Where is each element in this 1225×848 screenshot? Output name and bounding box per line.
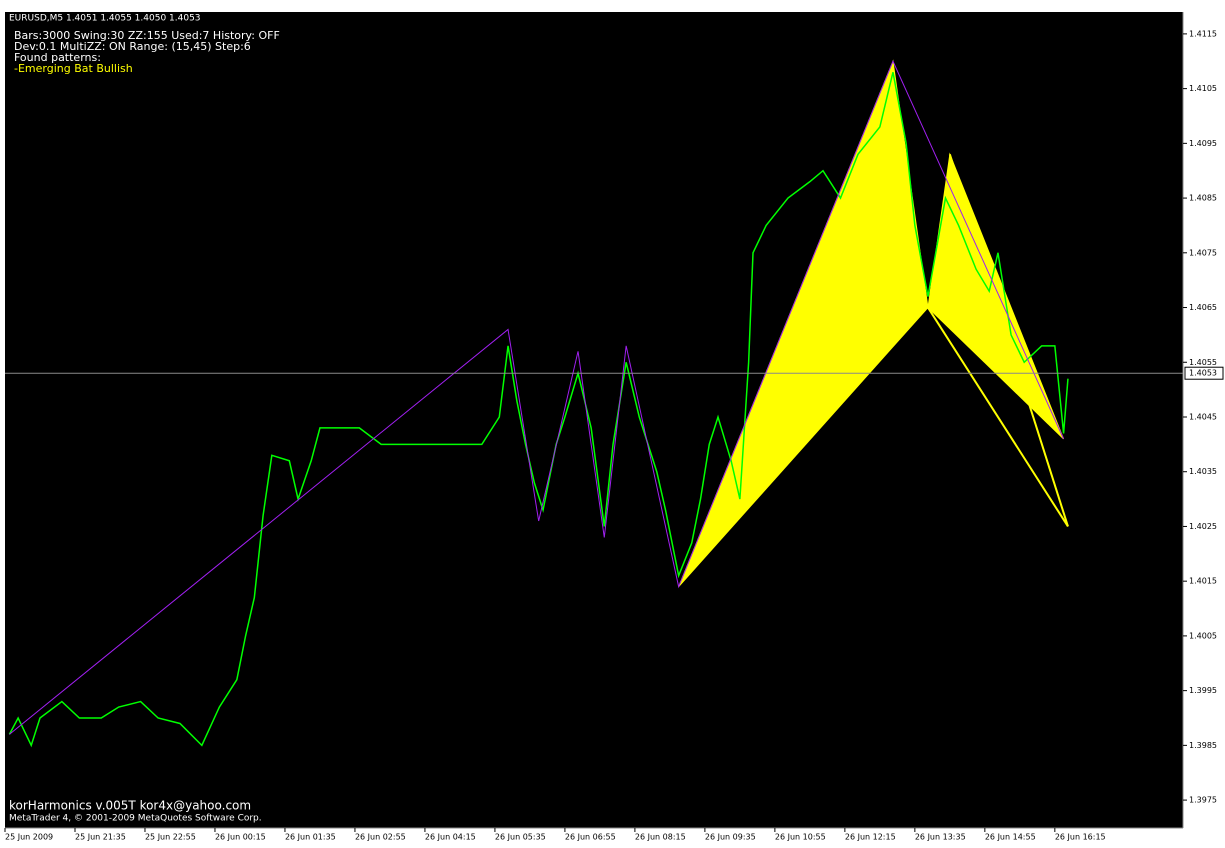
- x-tick-label: 26 Jun 09:35: [705, 833, 756, 842]
- chart-area: [5, 12, 1183, 828]
- x-tick-label: 25 Jun 22:55: [145, 833, 196, 842]
- x-tick-label: 25 Jun 2009: [5, 833, 53, 842]
- y-tick-label: 1.4045: [1189, 412, 1217, 421]
- y-tick-label: 1.3985: [1189, 741, 1217, 750]
- y-tick-label: 1.4005: [1189, 631, 1217, 640]
- x-tick-label: 26 Jun 10:55: [775, 833, 826, 842]
- x-tick-label: 26 Jun 14:55: [985, 833, 1036, 842]
- y-tick-label: 1.4025: [1189, 522, 1217, 531]
- footer-line: korHarmonics v.005T kor4x@yahoo.com: [9, 799, 251, 813]
- y-tick-label: 1.4075: [1189, 248, 1217, 257]
- y-tick-label: 1.4095: [1189, 139, 1217, 148]
- y-tick-label: 1.4055: [1189, 358, 1217, 367]
- x-tick-label: 26 Jun 06:55: [565, 833, 616, 842]
- y-tick-label: 1.4065: [1189, 303, 1217, 312]
- zigzag-line: [9, 59, 1065, 735]
- y-tick-label: 1.4085: [1189, 194, 1217, 203]
- info-line: Bars:3000 Swing:30 ZZ:155 Used:7 History…: [14, 29, 280, 42]
- x-tick-label: 26 Jun 04:15: [425, 833, 476, 842]
- footer-line: MetaTrader 4, © 2001-2009 MetaQuotes Sof…: [9, 814, 262, 824]
- x-tick-label: 26 Jun 05:35: [495, 833, 546, 842]
- window-title: EURUSD,M5 1.4051 1.4055 1.4050 1.4053: [9, 14, 201, 24]
- x-tick-label: 26 Jun 02:55: [355, 833, 406, 842]
- marks: [5, 59, 1183, 748]
- y-tick-label: 1.4015: [1189, 577, 1217, 586]
- y-tick-label: 1.4035: [1189, 467, 1217, 476]
- y-tick-label: 1.4105: [1189, 84, 1217, 93]
- y-tick-label: 1.3995: [1189, 686, 1217, 695]
- projection-line: [927, 306, 1069, 527]
- current-price-box: [1184, 366, 1224, 380]
- x-tick-label: 26 Jun 00:15: [215, 833, 266, 842]
- x-tick-label: 26 Jun 08:15: [635, 833, 686, 842]
- y-tick-label: 1.3975: [1189, 796, 1217, 805]
- info-line: Dev:0.1 MultiZZ: ON Range: (15,45) Step:…: [14, 40, 251, 53]
- x-tick-label: 26 Jun 12:15: [845, 833, 896, 842]
- x-tick-label: 26 Jun 13:35: [915, 833, 966, 842]
- x-tick-label: 26 Jun 01:35: [285, 833, 336, 842]
- y-tick-label: 1.4115: [1189, 29, 1217, 38]
- x-tick-label: 26 Jun 16:15: [1055, 833, 1106, 842]
- found-pattern: -Emerging Bat Bullish: [14, 62, 133, 75]
- x-tick-label: 25 Jun 21:35: [75, 833, 126, 842]
- current-price-label: 1.4053: [1189, 369, 1217, 378]
- projection-line: [948, 153, 1069, 527]
- info-line: Found patterns:: [14, 51, 101, 64]
